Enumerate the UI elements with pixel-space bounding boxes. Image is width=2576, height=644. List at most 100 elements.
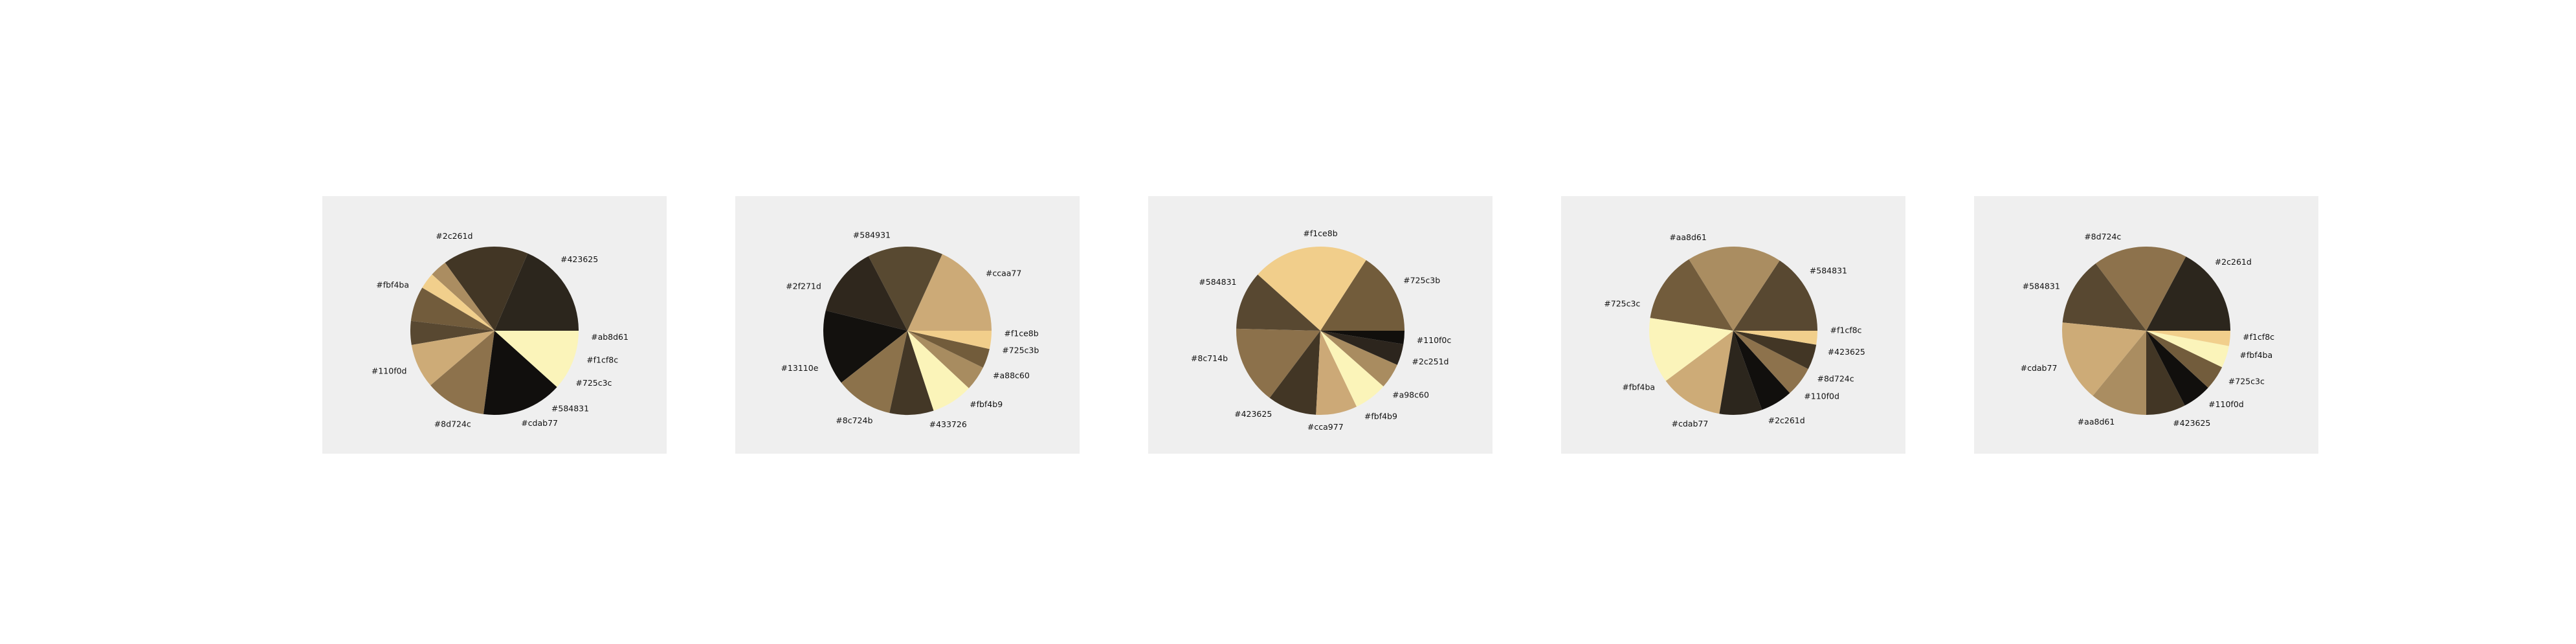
slice-label: #725c3c [2228,377,2265,386]
slice-label: #2c261d [1768,416,1805,425]
pie-slice-fbf4b9 [907,331,969,411]
pie-slice-ccaa77 [907,254,992,331]
pie-slice-cdab77 [411,331,494,386]
pie-slice-aa8d61 [2093,331,2146,415]
slice-label: #a98c60 [1392,390,1429,400]
slice-label: #8c714b [1191,353,1228,363]
slice-label: #8d724c [2084,232,2121,241]
slice-label: #584831 [1199,277,1236,287]
slice-label: #584831 [1810,266,1847,276]
slice-label: #423625 [561,254,598,264]
slice-label: #423625 [1234,409,1272,419]
slice-label: #423625 [2173,418,2210,428]
pie-slice-fbf4ba [494,331,579,387]
slice-label: #aa8d61 [2078,417,2115,427]
slice-label: #13110e [781,363,818,373]
pie-slice-584831 [1236,274,1320,331]
slice-label: #f1ce8b [1004,329,1038,339]
pie-chart-4: #584831 #aa8d61 #725c3c #fbf4ba #cdab77 #2c26… [1561,196,1905,454]
pie-slice-110f0d [2146,331,2208,406]
pie-slice-ab8d61 [432,262,494,331]
pie-slice-a88c60 [907,331,983,388]
slice-label: #cca977 [1307,422,1344,432]
pie-slice-584831 [1733,260,1817,331]
pie-chart-3: #725c3b #f1ce8b #584831 #8c714b #423625 #cca9… [1148,196,1493,454]
slice-label: #8c724b [836,416,872,425]
pie-slice-cca977 [1316,331,1357,415]
slice-label: #aa8d61 [1669,232,1707,242]
slice-label: #725c3b [1002,346,1039,355]
pie-slice-aa8d61 [1689,246,1780,331]
pie-slice-584831 [410,320,494,346]
pie-slice-fbf4b9 [1320,331,1384,407]
pie-slice-2f271d [825,256,907,331]
pie-slice-f1cf8c [1733,331,1817,345]
slice-label: #f1cf8c [2243,332,2274,342]
slice-label: #2f271d [786,282,821,291]
slice-label: #2c261d [436,231,472,241]
pie-slice-110f0c [1320,331,1405,344]
pie-slice-f1ce8b [907,331,992,350]
pie-chart-5: #2c261d #8d724c #584831 #cdab77 #aa8d61 #4236… [1974,196,2318,454]
slice-label: #f1cf8c [1830,326,1862,335]
pie-slice-110f0d [483,331,557,416]
pie-slice-2c251d [1320,331,1404,365]
slice-label: #cdab77 [1672,419,1709,428]
slice-label: #fbf4ba [1622,382,1655,392]
pie-slice-8c724b [841,331,907,413]
slice-label: #433726 [929,419,967,429]
pie-slice-725c3c [410,287,494,331]
slice-label: #110f0c [1417,335,1452,345]
pie-slice-cdab77 [2062,322,2146,396]
pie-slice-fbf4ba [2146,331,2229,368]
slice-label: #cdab77 [521,418,558,428]
slice-label: #110f0d [2208,399,2244,409]
slice-label: #8d724c [434,419,471,429]
slice-label: #110f0d [372,366,407,376]
pie-slice-f1cf8c [2146,331,2230,346]
slice-label: #f1cf8c [586,355,618,365]
pie-slice-cdab77 [1665,331,1733,414]
slice-label: #cdab77 [2021,363,2058,373]
pie-slice-13110e [823,310,907,383]
slice-label: #ab8d61 [591,332,628,342]
slice-label: #584831 [551,403,589,413]
pie-slice-8d724c [2095,247,2186,331]
pie-slice-725c3c [2146,331,2223,388]
slice-label: #2c251d [1412,357,1449,366]
slice-label: #110f0d [1804,392,1839,401]
pie-slice-433726 [889,331,934,415]
pie-slice-f1cf8c [422,274,494,331]
slice-label: #725c3c [575,378,612,388]
pie-slice-423625 [1269,331,1320,415]
slice-label: #a88c60 [993,371,1030,381]
pie-slice-8d724c [1733,331,1808,394]
slice-label: #584831 [2023,282,2060,291]
pie-chart-1: #2c261d #423625 #ab8d61 #f1cf8c #725c3c #5848… [322,196,667,454]
pie-slice-423625 [2146,331,2185,415]
slice-label: #fbf4b9 [1364,412,1397,421]
pie-slice-423625 [1733,331,1817,370]
slice-label: #584931 [853,230,891,239]
pie-slice-584931 [868,246,942,331]
pie-slice-725c3b [907,331,990,368]
pie-slice-110f0d [1733,331,1790,410]
slice-label: #725c3c [1604,298,1640,308]
slice-label: #423625 [1828,347,1865,357]
slice-label: #2c261d [2215,257,2252,267]
slice-label: #fbf4b9 [970,399,1003,409]
slice-label: #725c3b [1403,276,1440,285]
pie-slice-584831 [2062,263,2146,331]
pie-slice-8d724c [430,331,494,414]
pie-slice-2c261d [494,253,579,331]
pie-slice-2c261d [1719,331,1762,416]
pie-chart-2: #ccaa77 #584931 #2f271d #13110e #8c724b #4337… [735,196,1080,454]
pie-slice-8c714b [1236,328,1320,398]
slice-label: #fbf4ba [2239,350,2272,360]
pie-slice-423625 [445,247,528,331]
pie-slice-f1ce8b [1258,247,1366,331]
pie-slice-725c3b [1320,260,1405,331]
pie-slice-a98c60 [1320,331,1397,387]
pie-slice-725c3c [1650,259,1733,331]
slice-label: #f1ce8b [1303,228,1337,238]
